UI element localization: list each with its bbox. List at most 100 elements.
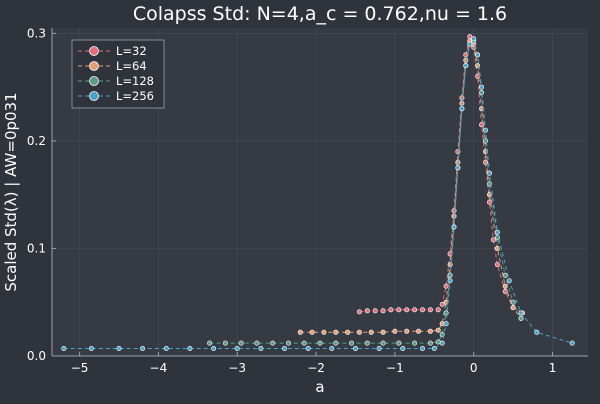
data-point: [380, 308, 386, 314]
data-point: [447, 278, 453, 284]
data-point: [451, 213, 457, 219]
data-point: [211, 345, 217, 351]
data-point: [317, 340, 323, 346]
data-point: [333, 329, 339, 335]
y-tick-label: 0.1: [27, 241, 46, 255]
data-point: [412, 340, 418, 346]
data-point: [431, 345, 437, 351]
x-tick-label: −5: [71, 361, 89, 375]
data-point: [463, 63, 469, 69]
data-point: [364, 308, 370, 314]
data-point: [494, 229, 500, 235]
data-point: [187, 345, 193, 351]
data-point: [404, 307, 410, 313]
data-point: [61, 345, 67, 351]
legend-label: L=128: [116, 74, 154, 88]
data-point: [427, 307, 433, 313]
y-tick-label: 0.3: [27, 26, 46, 40]
data-point: [321, 329, 327, 335]
axes: −5 −4 −3 −2 −1 0 1 0.0 0.1 0.2 0.3: [27, 26, 588, 375]
legend-label: L=32: [116, 44, 147, 58]
data-point: [329, 345, 335, 351]
data-point: [356, 329, 362, 335]
data-point: [494, 235, 500, 241]
data-point: [427, 328, 433, 334]
data-point: [479, 84, 485, 90]
data-point: [352, 345, 358, 351]
series-layer: [61, 34, 575, 351]
x-tick-label: −4: [150, 361, 168, 375]
y-tick-label: 0.0: [27, 349, 46, 363]
data-point: [412, 307, 418, 313]
data-point: [396, 340, 402, 346]
data-point: [309, 329, 315, 335]
data-point: [345, 329, 351, 335]
data-point: [459, 106, 465, 112]
data-point: [479, 90, 485, 96]
data-point: [502, 288, 508, 294]
series-l-256: [61, 36, 575, 351]
data-point: [348, 340, 354, 346]
data-point: [364, 340, 370, 346]
data-point: [494, 246, 500, 252]
data-point: [270, 340, 276, 346]
legend-label: L=256: [116, 89, 154, 103]
data-point: [482, 127, 488, 133]
legend-marker: [89, 46, 99, 56]
data-point: [140, 345, 146, 351]
data-point: [419, 307, 425, 313]
data-point: [88, 345, 94, 351]
data-point: [518, 315, 524, 321]
chart-title: Colapss Std: N=4,a_c = 0.762,nu = 1.6: [133, 3, 507, 25]
data-point: [207, 340, 213, 346]
data-point: [392, 328, 398, 334]
data-point: [435, 307, 441, 313]
data-point: [163, 345, 169, 351]
data-point: [368, 329, 374, 335]
data-point: [475, 52, 481, 58]
data-point: [502, 283, 508, 289]
data-point: [439, 301, 445, 307]
data-point: [301, 340, 307, 346]
data-point: [467, 41, 473, 47]
data-point: [333, 340, 339, 346]
data-point: [510, 305, 516, 311]
data-point: [222, 340, 228, 346]
data-point: [376, 345, 382, 351]
x-tick-label: 0: [470, 361, 478, 375]
data-point: [372, 308, 378, 314]
data-point: [471, 36, 477, 42]
legend-marker: [89, 91, 99, 101]
data-point: [443, 310, 449, 316]
data-point: [419, 345, 425, 351]
x-tick-label: −2: [307, 361, 325, 375]
data-point: [400, 345, 406, 351]
data-point: [435, 327, 441, 333]
legend-marker: [89, 61, 99, 71]
series-line: [209, 40, 522, 344]
x-tick-label: −1: [386, 361, 404, 375]
data-point: [439, 340, 445, 346]
data-point: [451, 224, 457, 230]
data-point: [116, 345, 122, 351]
data-point: [534, 329, 540, 335]
data-point: [518, 310, 524, 316]
data-point: [486, 170, 492, 176]
data-point: [443, 321, 449, 327]
data-point: [569, 340, 575, 346]
legend-label: L=64: [116, 59, 147, 73]
x-tick-label: −3: [228, 361, 246, 375]
data-point: [455, 165, 461, 171]
data-point: [404, 328, 410, 334]
data-point: [510, 299, 516, 305]
data-point: [380, 329, 386, 335]
data-point: [396, 307, 402, 313]
x-tick-label: 1: [549, 361, 557, 375]
data-point: [490, 237, 496, 243]
data-point: [297, 329, 303, 335]
y-tick-label: 0.2: [27, 134, 46, 148]
data-point: [281, 345, 287, 351]
